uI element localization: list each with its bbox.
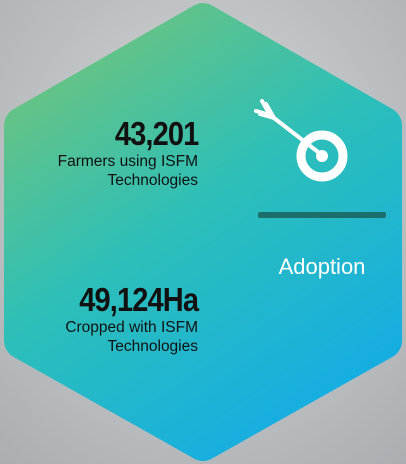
stat-description: Farmers using ISFM Technologies [58,152,198,190]
description-line: Cropped with ISFM [65,319,198,336]
stat-value: 43,201 [114,115,198,152]
stat: 43,201 Farmers using ISFM Technologies [58,115,199,190]
stat: 49,124Ha Cropped with ISFM Technologies [63,281,199,356]
target-icon [254,99,348,182]
divider [258,212,386,218]
category-label: Adoption [278,254,366,279]
stat-value: 49,124Ha [79,281,199,318]
hexagon [4,3,402,461]
description-line: Farmers using ISFM [57,153,198,170]
stat-description: Cropped with ISFM Technologies [63,318,198,356]
description-line: Technologies [107,172,198,189]
description-line: Technologies [107,338,198,355]
